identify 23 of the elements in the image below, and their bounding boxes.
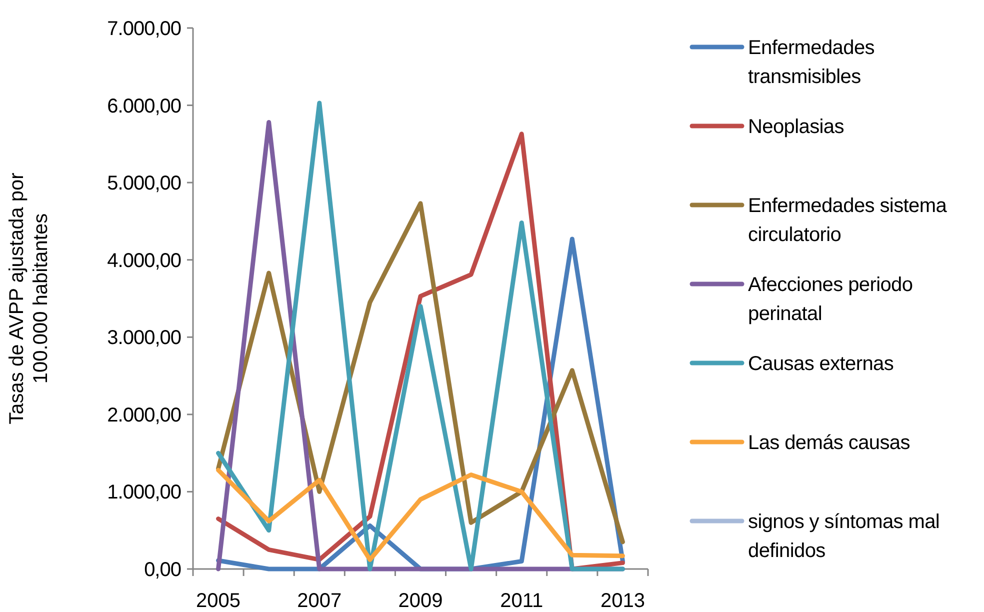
y-tick-label: 3.000,00 (107, 327, 182, 350)
x-tick-label: 2005 (196, 590, 241, 612)
x-tick-label: 2009 (398, 590, 443, 612)
legend-label: signos y síntomas mal definidos (748, 511, 940, 562)
line-series (216, 468, 625, 562)
y-tick-label: 2.000,00 (107, 404, 182, 426)
x-tick-label: 2011 (500, 590, 544, 612)
y-tick-label: 6.000,00 (107, 95, 182, 118)
legend-label: Enfermedades transmisibles (748, 37, 875, 88)
legend-label: Afecciones periodo perinatal (748, 274, 913, 325)
legend-label: Neoplasias (748, 116, 844, 138)
y-axis-title: Tasas de AVPP ajustada por 100.000 habitantes (6, 172, 52, 424)
legend-label: Enfermedades sistema circulatorio (748, 195, 948, 246)
y-tick-label: 0,00 (144, 559, 182, 581)
legend-label: Causas externas (748, 353, 894, 375)
legend-label: Las demás causas (748, 432, 910, 454)
y-tick-label: 1.000,00 (107, 482, 182, 504)
x-tick-label: 2007 (297, 590, 342, 612)
y-tick-label: 7.000,00 (107, 18, 182, 40)
y-tick-label: 5.000,00 (107, 172, 182, 195)
x-tick-label: 2013 (600, 590, 645, 612)
y-tick-label: 4.000,00 (107, 250, 182, 272)
line-series (216, 201, 625, 544)
